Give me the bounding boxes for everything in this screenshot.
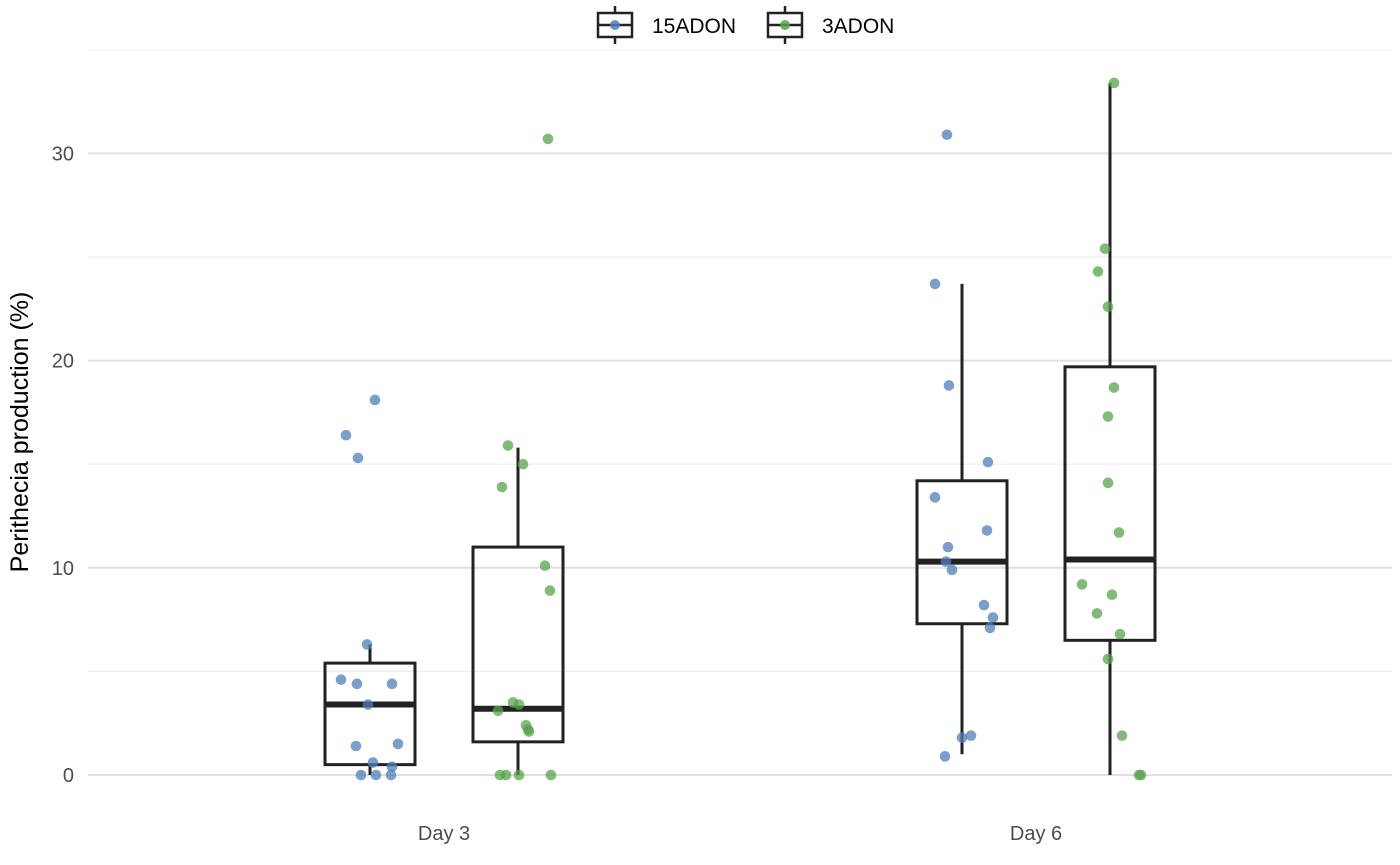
box-15adon-day-6[interactable]	[915, 283, 1009, 755]
data-point-15adon	[386, 761, 398, 773]
legend-item-3adon[interactable]: 3ADON	[766, 6, 894, 44]
data-point-3adon	[544, 585, 556, 596]
data-point-15adon	[982, 456, 994, 468]
data-point-3adon	[1135, 769, 1147, 781]
data-point-3adon	[1102, 477, 1114, 489]
legend-dot-icon	[780, 20, 790, 30]
data-point-3adon	[1076, 579, 1088, 590]
y-tick-label: 30	[52, 143, 74, 165]
box-iqr	[1063, 365, 1157, 642]
legend-item-15adon[interactable]: 15ADON	[596, 6, 736, 44]
data-point-3adon	[545, 769, 557, 781]
box-iqr	[471, 545, 565, 744]
data-point-3adon	[513, 769, 525, 781]
data-point-3adon	[513, 699, 525, 710]
data-point-15adon	[987, 612, 999, 623]
data-point-15adon	[943, 380, 955, 391]
gridlines	[88, 49, 1392, 776]
data-point-15adon	[362, 699, 374, 710]
y-tick-label: 0	[63, 765, 74, 787]
data-point-15adon	[965, 730, 977, 741]
data-point-15adon	[940, 556, 952, 567]
data-point-3adon	[1091, 608, 1103, 619]
data-point-15adon	[942, 541, 954, 553]
data-point-3adon	[1108, 77, 1120, 89]
data-point-3adon	[1102, 411, 1114, 422]
data-point-15adon	[369, 394, 381, 406]
data-point-15adon	[956, 732, 968, 744]
legend-label-15adon: 15ADON	[652, 15, 736, 38]
data-point-3adon	[517, 458, 529, 470]
data-point-15adon	[939, 751, 951, 762]
data-point-15adon	[355, 769, 367, 781]
legend-dot-icon	[610, 20, 620, 30]
data-point-3adon	[1106, 589, 1118, 601]
x-tick-label: Day 6	[1010, 823, 1062, 845]
data-point-15adon	[929, 492, 941, 503]
data-point-15adon	[929, 278, 941, 290]
data-point-3adon	[1116, 730, 1128, 741]
data-point-3adon	[523, 726, 535, 737]
data-point-15adon	[978, 599, 990, 611]
data-point-15adon	[385, 769, 397, 781]
data-point-3adon	[1102, 653, 1114, 665]
data-point-3adon	[1113, 527, 1125, 538]
legend-label-3adon: 3ADON	[822, 15, 894, 38]
data-point-15adon	[386, 678, 398, 690]
y-tick-label: 20	[52, 351, 74, 373]
data-point-3adon	[500, 769, 512, 781]
data-point-3adon	[492, 705, 504, 717]
data-point-15adon	[352, 452, 364, 464]
data-point-15adon	[941, 129, 953, 141]
y-tick-label: 10	[52, 558, 74, 580]
data-point-15adon	[984, 622, 996, 634]
data-point-3adon	[1092, 266, 1104, 277]
data-point-15adon	[981, 525, 993, 536]
box-iqr	[915, 479, 1009, 626]
data-point-15adon	[946, 564, 958, 576]
data-point-3adon	[1102, 301, 1114, 313]
data-point-15adon	[340, 429, 352, 441]
data-point-15adon	[335, 674, 347, 685]
data-point-3adon	[496, 481, 508, 493]
x-axis-ticks: Day 3 Day 6	[418, 823, 1062, 845]
data-point-3adon	[1114, 628, 1126, 640]
y-axis-ticks: 0 10 20 30	[52, 143, 74, 787]
data-point-3adon	[1099, 243, 1111, 255]
data-point-15adon	[370, 769, 382, 781]
data-point-3adon	[1108, 382, 1120, 393]
y-axis-title: Perithecia production (%)	[6, 292, 34, 573]
data-point-15adon	[361, 639, 373, 650]
data-point-15adon	[367, 757, 379, 768]
data-point-15adon	[392, 738, 404, 750]
box-15adon-day-3[interactable]	[323, 644, 417, 775]
box-3adon-day-3[interactable]	[471, 447, 565, 775]
x-tick-label: Day 3	[418, 823, 470, 845]
data-point-15adon	[351, 678, 363, 690]
data-point-3adon	[539, 560, 551, 572]
data-point-15adon	[350, 740, 362, 752]
data-point-3adon	[542, 133, 554, 145]
point-layer	[335, 77, 1147, 781]
data-point-3adon	[502, 440, 514, 451]
legend: 15ADON 3ADON	[596, 6, 894, 44]
